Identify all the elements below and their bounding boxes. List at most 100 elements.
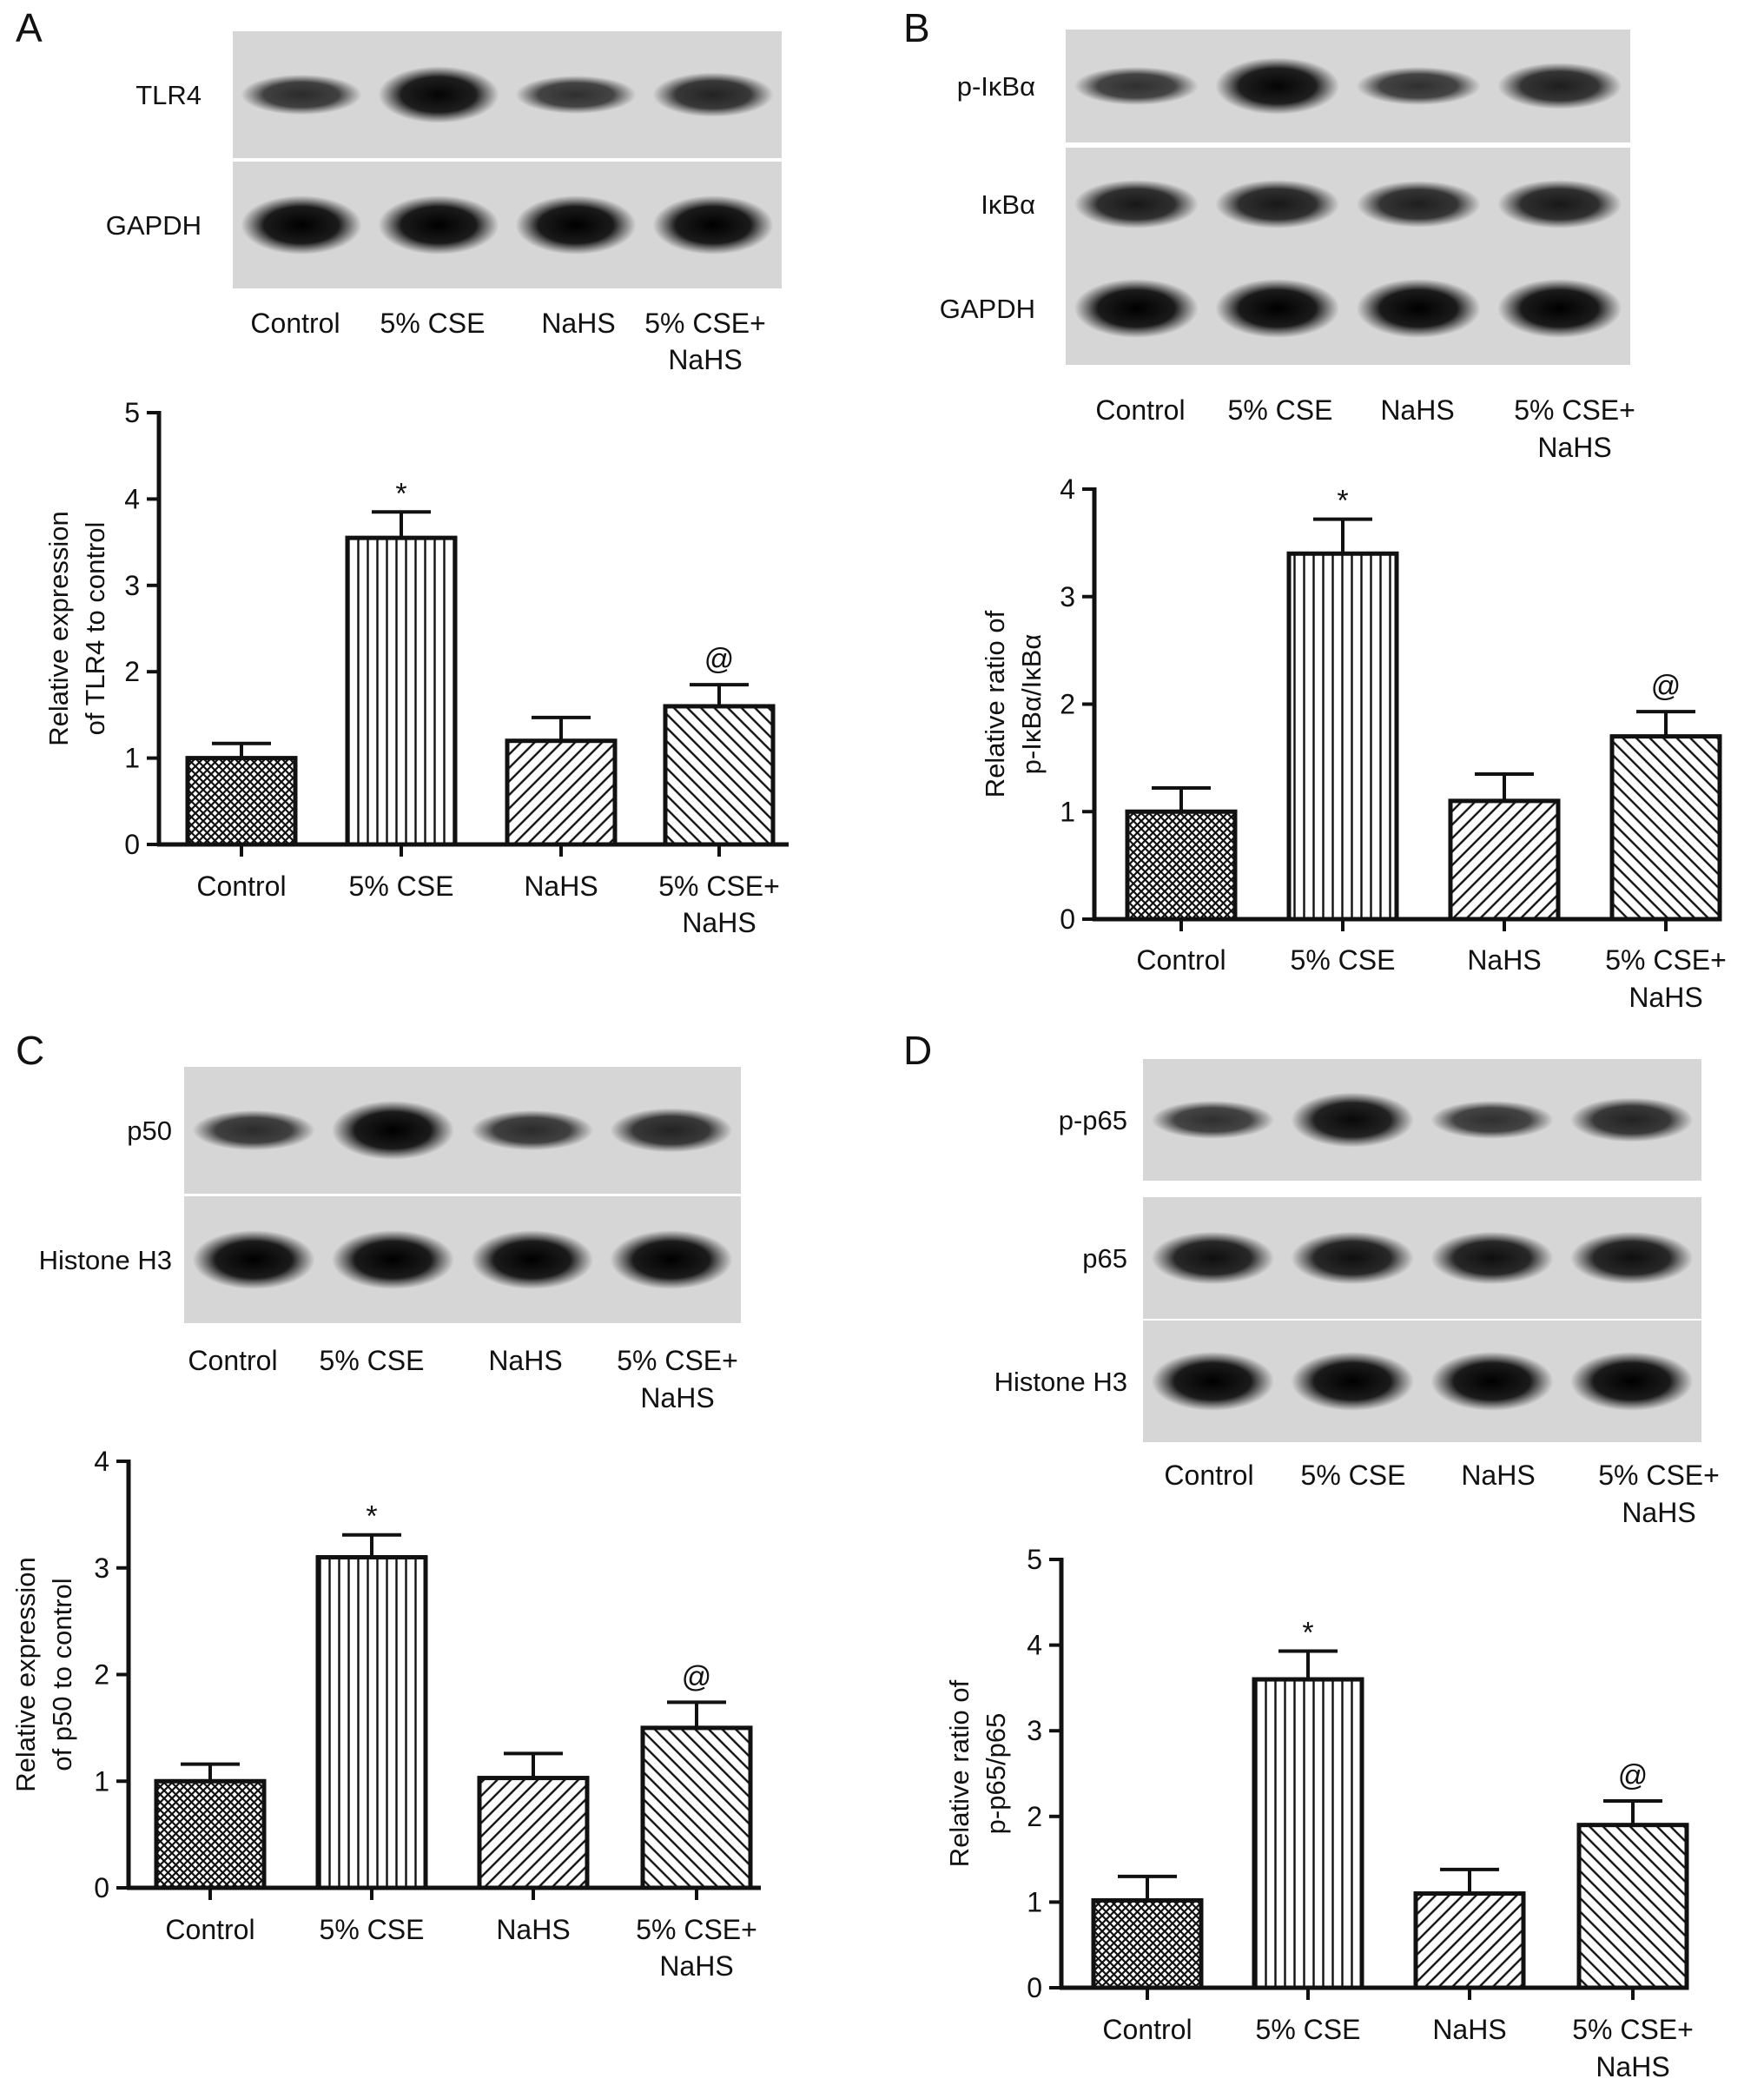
bar (505, 738, 618, 847)
lane-label: 5% CSE (320, 1345, 425, 1376)
lane-labels: Control 5% CSE NaHS 5% CSE+ NaHS (1164, 1460, 1719, 1528)
protein-band (1497, 279, 1622, 338)
lane-label: NaHS (1461, 1460, 1535, 1491)
protein-band (1497, 63, 1622, 109)
x-category-label: NaHS (1432, 2014, 1506, 2045)
western-blot: p-IκBα IκBα GAPDH (940, 30, 1630, 365)
panel-b: Bp-IκBα IκBα GAPDH Control 5% CSE NaHS 5% CSE+… (903, 5, 1727, 1013)
protein-band (610, 1230, 733, 1289)
y-axis-title: p-p65/p65 (981, 1713, 1011, 1835)
protein-band (1291, 1352, 1414, 1411)
bar-chart: 0 1 2 3 4 Relative ratio of p-IκBα/IκBα Control… (980, 473, 1727, 1013)
protein-band (471, 1109, 594, 1151)
protein-band (1151, 1352, 1275, 1411)
panel-letter: C (16, 1028, 44, 1073)
y-axis-title: Relative ratio of (944, 1679, 974, 1867)
western-blot: p-p65 p65 Histone H3 (994, 1059, 1701, 1442)
protein-band (1569, 1352, 1694, 1411)
y-tick-label: 3 (1060, 581, 1075, 612)
blot-label-1: p50 (127, 1116, 172, 1146)
bar (1252, 1677, 1364, 1990)
protein-band (1291, 1092, 1414, 1148)
significance-at: @ (1618, 1759, 1648, 1792)
western-blot: p50 Histone H3 (39, 1067, 741, 1323)
significance-asterisk: * (1337, 485, 1348, 518)
lane-label: 5% CSE+ (1598, 1460, 1720, 1491)
protein-band (1430, 1231, 1554, 1285)
y-tick-label: 4 (94, 1446, 109, 1477)
protein-band (515, 195, 637, 255)
x-category-label: 5% CSE+ (1572, 2014, 1694, 2045)
y-axis-title: Relative expression (10, 1557, 41, 1792)
bar-chart: 0 1 2 3 4 Relative expression of p50 to contro… (10, 1446, 761, 1982)
y-tick-label: 2 (1027, 1801, 1042, 1832)
y-axis-title: Relative ratio of (980, 610, 1010, 798)
protein-band (652, 72, 774, 117)
significance-asterisk: * (1302, 1617, 1313, 1650)
protein-band (192, 1109, 315, 1151)
lane-label: 5% CSE+ (644, 308, 766, 339)
y-axis-title: Relative expression (43, 511, 74, 746)
significance-at: @ (1651, 670, 1681, 703)
lane-label: Control (1095, 394, 1185, 426)
protein-band (331, 1230, 454, 1289)
x-category-label: 5% CSE (1291, 944, 1396, 976)
y-tick-label: 2 (124, 656, 140, 687)
x-category-label: 5% CSE (1256, 2014, 1361, 2045)
lane-label: 5% CSE+ (617, 1345, 738, 1376)
protein-band (1356, 67, 1481, 105)
protein-band (378, 195, 499, 255)
y-axis-title: p-IκBα/IκBα (1016, 634, 1047, 775)
protein-band (331, 1101, 454, 1160)
blot-label-1: p-p65 (1059, 1105, 1127, 1135)
bar (663, 704, 776, 847)
y-tick-label: 3 (124, 570, 140, 601)
protein-band (1215, 57, 1340, 115)
x-category-label: 5% CSE (349, 871, 454, 902)
panel-d: Dp-p65 p65 Histone H3 Control 5% CSE NaHS 5% C… (903, 1028, 1720, 2082)
bar (1091, 1897, 1204, 1990)
protein-band (1356, 181, 1481, 228)
y-tick-label: 5 (1027, 1544, 1042, 1575)
x-category-label: NaHS (1467, 944, 1541, 976)
x-category-label: Control (1102, 2014, 1192, 2045)
lane-label: NaHS (668, 344, 742, 375)
protein-band (652, 195, 774, 255)
protein-band (1074, 180, 1199, 228)
protein-band (1497, 180, 1622, 228)
lane-label: 5% CSE (1301, 1460, 1406, 1491)
blot-label-1: p-IκBα (957, 71, 1035, 102)
bar (315, 1554, 428, 1890)
blot-label-1: TLR4 (135, 80, 202, 110)
x-category-label: Control (165, 1914, 254, 1945)
y-tick-label: 1 (124, 743, 140, 774)
panel-letter: A (16, 5, 43, 50)
y-tick-label: 4 (124, 483, 140, 514)
bar (640, 1725, 753, 1890)
blot-label-3: Histone H3 (994, 1367, 1127, 1397)
blot-label-2: GAPDH (106, 210, 202, 241)
lane-label: 5% CSE (1228, 394, 1333, 426)
y-tick-label: 1 (94, 1765, 109, 1797)
y-tick-label: 2 (1060, 689, 1075, 720)
bar (1286, 551, 1399, 922)
panel-letter: D (903, 1028, 932, 1073)
lane-label: NaHS (1622, 1497, 1695, 1528)
significance-asterisk: * (395, 477, 406, 510)
bar (345, 535, 458, 847)
protein-band (1151, 1101, 1275, 1139)
y-tick-label: 1 (1027, 1886, 1042, 1917)
y-tick-label: 4 (1060, 473, 1075, 505)
bar (1576, 1823, 1689, 1990)
protein-band (1215, 279, 1340, 338)
blot-label-2: p65 (1082, 1243, 1127, 1274)
bar (1609, 734, 1722, 922)
protein-band (515, 76, 637, 114)
lane-label: 5% CSE+ (1514, 394, 1635, 426)
y-tick-label: 0 (124, 829, 140, 860)
protein-band (1074, 67, 1199, 105)
protein-band (241, 195, 362, 255)
y-tick-label: 5 (124, 397, 140, 428)
x-category-label: NaHS (524, 871, 598, 902)
x-category-label: 5% CSE+ (658, 871, 780, 902)
